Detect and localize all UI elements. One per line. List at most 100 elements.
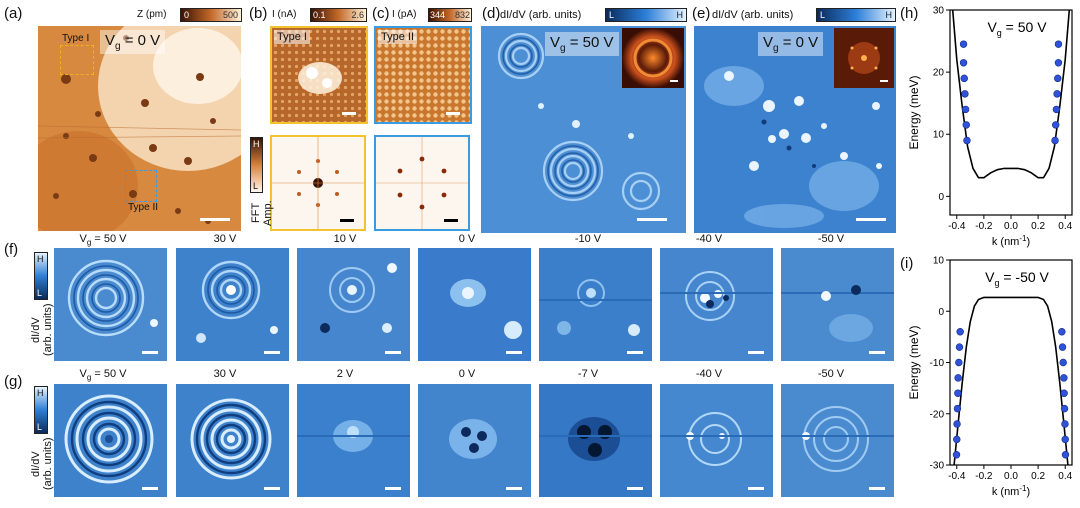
panel-h-data-point-10	[1053, 90, 1061, 98]
panel-f-caption-3: 0 V	[458, 233, 476, 245]
panel-c-cbar-max: 832	[454, 10, 470, 20]
panel-i-letter: (i)	[900, 255, 914, 272]
panel-i-xtick-label-2: 0.0	[1004, 471, 1018, 482]
panel-f-caption-4: -10 V	[574, 233, 602, 245]
panel-a-type2-label: Type II	[128, 202, 159, 213]
panel-g-cbar-lo: L	[37, 422, 43, 432]
panel-i-data-point-0	[956, 328, 964, 336]
panel-a-type2-box	[125, 170, 157, 202]
panel-i-data-point-17	[1061, 451, 1070, 459]
panel-i-ylabel: Energy (meV)	[907, 325, 921, 399]
panel-h-ytick-label-1: 10	[933, 130, 945, 141]
panel-h-data-point-8	[1052, 121, 1060, 129]
panel-g-map-6	[781, 384, 894, 497]
panel-f-map-5	[660, 248, 773, 361]
panel-h-ytick-label-0: 0	[938, 192, 944, 203]
panel-a-cbar-title: Z (pm)	[137, 9, 167, 20]
panel-b-colorbar: 0.1 2.6	[310, 8, 367, 22]
panel-h-data-point-11	[1054, 74, 1062, 83]
panel-c-fft-image	[374, 135, 470, 231]
panel-c-type-tag: Type II	[378, 30, 418, 44]
panel-e-cbar-lo: L	[820, 10, 826, 20]
panel-c-cbar-min: 344	[430, 10, 446, 20]
panel-f-map-6	[781, 248, 894, 361]
panel-e-cbar-hi: H	[885, 10, 893, 20]
panel-h-ytick-label-3: 30	[933, 6, 945, 17]
panel-a-cbar-min: 0	[184, 10, 190, 20]
fft-amp-label: FFT Amp.	[250, 200, 274, 226]
panel-i-data-point-8	[952, 451, 961, 459]
panel-a-letter: (a)	[4, 5, 23, 22]
panel-i-data-point-6	[953, 420, 961, 428]
panel-h-data-point-2	[960, 74, 968, 83]
panel-b-letter: (b)	[249, 5, 268, 22]
panel-g-caption-3: 0 V	[458, 368, 476, 380]
panel-g-map-2	[297, 384, 410, 497]
panel-g-map-3	[418, 384, 531, 497]
panel-h-data-point-13	[1054, 40, 1063, 48]
panel-i-xtick-label-1: -0.2	[975, 471, 993, 482]
panel-i-data-point-14	[1060, 404, 1069, 413]
panel-i-ytick-label-2: -10	[930, 358, 945, 369]
panel-i-ytick-label-0: -30	[930, 461, 945, 472]
panel-d-cbar-lo: L	[609, 10, 615, 20]
panel-d-cbar-title: dI/dV (arb. units)	[500, 9, 582, 21]
fft-colorbar: H L	[250, 137, 263, 193]
panel-b-cbar-min: 0.1	[313, 10, 326, 20]
panel-h-data-point-4	[961, 105, 970, 114]
panel-f-map-1	[176, 248, 289, 361]
panel-d-gate-label: Vg = 50 V	[545, 32, 619, 56]
panel-h-xtick-label-1: -0.2	[975, 221, 993, 232]
panel-g-caption-6: -50 V	[817, 368, 845, 380]
panel-h-data-point-1	[959, 59, 968, 67]
panel-h-axes-frame	[949, 9, 1073, 216]
panel-g-ylabel: dI/dV (arb. units)	[30, 437, 54, 491]
panel-h-letter: (h)	[900, 5, 919, 22]
panel-h-dispersion-curve	[951, 10, 1071, 179]
panel-g-map-0	[54, 384, 167, 497]
panel-i-ytick-label-3: 0	[938, 307, 944, 318]
panel-g-letter: (g)	[4, 373, 23, 390]
panel-i-ytick-label-1: -20	[930, 409, 945, 420]
panel-f-caption-5: -40 V	[695, 233, 723, 245]
panel-e-letter: (e)	[692, 5, 711, 22]
panel-h-data-point-12	[1054, 59, 1063, 67]
panel-i-ytick-label-4: 10	[933, 256, 945, 267]
panel-h-xtick-label-3: 0.2	[1031, 221, 1045, 232]
panel-i-data-point-1	[955, 343, 964, 351]
panel-i-title: Vg = -50 V	[985, 269, 1049, 288]
panel-i-data-point-7	[953, 435, 961, 444]
panel-e-colorbar: L H	[816, 8, 896, 22]
panel-f-cbar-lo: L	[37, 288, 43, 298]
panel-b-fft-image	[270, 135, 366, 231]
panel-i-axes-frame	[949, 259, 1073, 466]
panel-e-fft-inset	[834, 28, 894, 88]
panel-f-caption-1: 30 V	[213, 233, 237, 245]
panel-a-colorbar: 0 500	[180, 8, 242, 22]
panel-i-data-point-15	[1061, 420, 1069, 428]
panel-i-xtick-label-4: 0.4	[1058, 471, 1072, 482]
panel-b-cbar-max: 2.6	[351, 10, 364, 20]
panel-g-caption-4: -7 V	[577, 368, 599, 380]
panel-g-caption-2: 2 V	[336, 368, 354, 380]
panel-g-cbar-hi: H	[37, 388, 44, 398]
panel-d-letter: (d)	[482, 5, 501, 22]
panel-h-data-point-7	[1051, 136, 1059, 145]
panel-g-caption-0: Vg = 50 V	[79, 368, 127, 383]
panel-h-xtick-label-0: -0.4	[948, 221, 966, 232]
panel-i-data-point-12	[1060, 374, 1068, 382]
panel-c-letter: (c)	[372, 5, 390, 22]
panel-i-data-point-16	[1061, 435, 1069, 444]
panel-a-scalebar	[200, 218, 230, 221]
panel-f-map-4	[539, 248, 652, 361]
fft-cbar-hi: H	[253, 139, 260, 149]
panel-e-cbar-title: dI/dV (arb. units)	[712, 9, 794, 21]
panel-d-fft-inset	[622, 28, 684, 88]
panel-d-cbar-hi: H	[676, 10, 684, 20]
panel-i-data-point-13	[1060, 389, 1068, 397]
fft-cbar-lo: L	[253, 181, 259, 191]
panel-h-ylabel: Energy (meV)	[907, 75, 921, 149]
panel-d-colorbar: L H	[605, 8, 687, 22]
panel-i-data-point-10	[1058, 343, 1067, 351]
panel-f-map-2	[297, 248, 410, 361]
